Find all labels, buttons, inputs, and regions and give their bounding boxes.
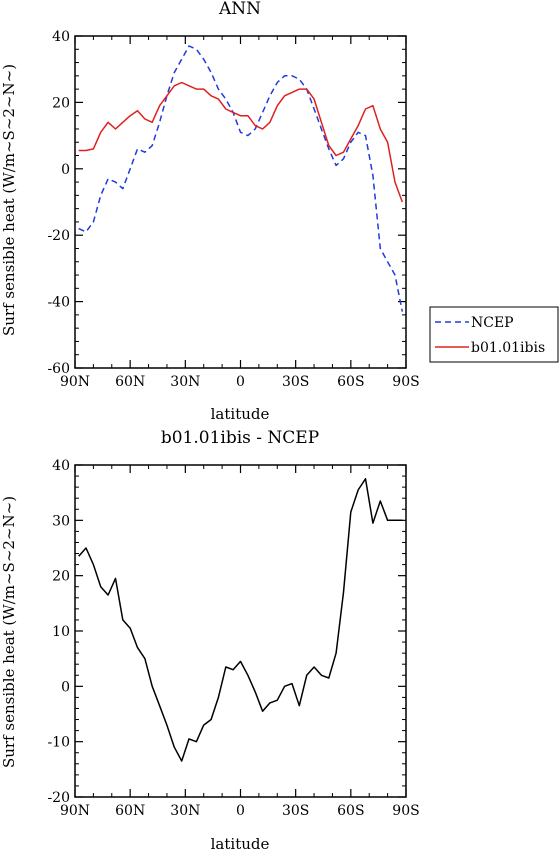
x-tick-label: 60N (115, 374, 145, 390)
x-tick-label: 90S (392, 803, 419, 819)
plot-frame (74, 464, 407, 798)
chart-title: b01.01ibis - NCEP (161, 428, 319, 448)
y-tick-label: -60 (47, 361, 70, 377)
plot-frame (74, 35, 407, 369)
x-tick-label: 30N (170, 803, 200, 819)
y-tick-label: 40 (52, 458, 70, 474)
x-tick-label: 30N (170, 374, 200, 390)
legend: NCEP b01.01ibis (429, 306, 559, 363)
x-tick-label: 90N (60, 803, 90, 819)
x-axis-label: latitude (211, 835, 270, 851)
y-tick-label: -20 (47, 228, 70, 244)
x-tick-label: 90N (60, 374, 90, 390)
chart-difference: b01.01ibis - NCEP Surf sensible heat (W/… (0, 428, 420, 851)
series-line-b01-01ibis (78, 81, 404, 203)
x-tick-label: 90S (392, 374, 419, 390)
series-group (78, 478, 403, 762)
y-tick-label: 0 (61, 679, 70, 695)
y-axis-label: Surf sensible heat (W/m~S~2~N~) (0, 496, 18, 768)
y-tick-label: -10 (47, 735, 70, 751)
series-group (78, 45, 404, 312)
tick-group: 90N 60N 30N 0 30S 60S 90S -60 -40 -20 0 20 40 (47, 29, 419, 390)
legend-box (429, 306, 559, 363)
series-line-ncep (78, 45, 404, 312)
y-tick-label: 20 (52, 569, 70, 585)
y-tick-label: 30 (52, 513, 70, 529)
x-tick-label: 0 (236, 803, 245, 819)
tick-group: 90N 60N 30N 0 30S 60S 90S -20 -10 0 10 20 30 40 (47, 458, 419, 819)
y-tick-label: 40 (52, 29, 70, 45)
y-tick-label: 0 (61, 162, 70, 178)
y-tick-label: 20 (52, 95, 70, 111)
y-tick-label: 10 (52, 624, 70, 640)
x-tick-label: 60S (337, 803, 364, 819)
legend-label-ncep: NCEP (471, 315, 514, 331)
x-tick-label: 60N (115, 803, 145, 819)
x-tick-label: 0 (236, 374, 245, 390)
y-tick-label: -40 (47, 295, 70, 311)
x-tick-label: 60S (337, 374, 364, 390)
x-axis-label: latitude (211, 405, 270, 423)
chart-annual: ANN Surf sensible heat (W/m~S~2~N~) lati… (0, 0, 420, 423)
x-tick-label: 30S (282, 803, 309, 819)
legend-label-model: b01.01ibis (471, 340, 545, 356)
chart-title: ANN (218, 0, 261, 19)
y-tick-label: -20 (47, 790, 70, 806)
x-tick-label: 30S (282, 374, 309, 390)
series-line-difference (78, 478, 403, 762)
y-axis-label: Surf sensible heat (W/m~S~2~N~) (0, 64, 18, 336)
